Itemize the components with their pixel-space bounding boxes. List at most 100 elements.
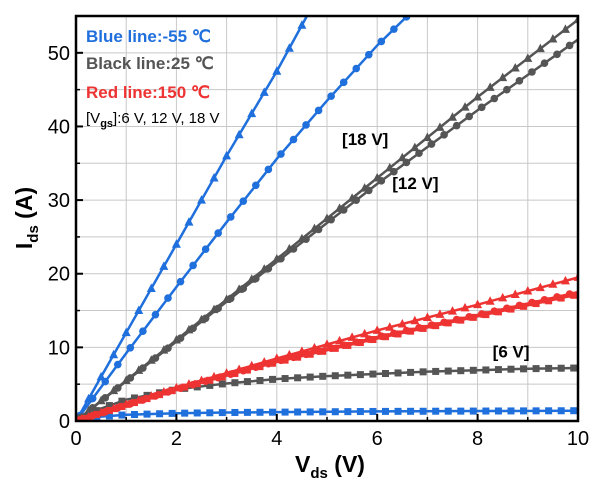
data-point [206, 409, 214, 417]
data-point [277, 254, 285, 263]
data-point [269, 375, 277, 383]
data-point [390, 167, 398, 176]
legend-vgs-suffix: ]:6 V, 12 V, 18 V [113, 110, 219, 127]
data-point [226, 294, 235, 303]
data-point [402, 158, 411, 167]
data-point [394, 369, 402, 377]
data-point [206, 376, 214, 384]
data-point [130, 399, 138, 407]
y-tick-label: 30 [48, 190, 70, 212]
data-point [101, 377, 110, 386]
data-point [507, 305, 515, 313]
data-point [419, 368, 427, 376]
data-point [134, 305, 144, 315]
data-point [109, 349, 119, 359]
data-point [159, 345, 169, 354]
data-point [507, 407, 515, 415]
data-point [528, 68, 536, 76]
data-point [457, 316, 465, 324]
data-point [214, 229, 222, 237]
data-point [302, 235, 310, 244]
data-point [88, 394, 97, 403]
data-point [444, 367, 452, 375]
y-axis-title-sub: ds [25, 225, 42, 243]
data-point [314, 225, 323, 234]
data-point [339, 78, 348, 87]
data-point [469, 366, 477, 374]
data-point [394, 330, 402, 338]
x-axis-title: Vds (V) [295, 451, 365, 482]
data-point [331, 372, 339, 380]
data-point [523, 53, 533, 62]
data-point [181, 409, 189, 417]
data-point [415, 149, 423, 158]
y-axis-title-unit: (A) [11, 187, 37, 225]
x-tick-label: 0 [70, 428, 81, 450]
data-point [209, 173, 219, 182]
data-point [498, 72, 508, 82]
data-point [256, 363, 264, 371]
data-point [164, 294, 172, 302]
data-point [356, 371, 364, 379]
data-point [381, 333, 389, 341]
y-tick-label: 10 [48, 337, 70, 359]
data-point [294, 374, 302, 382]
data-point [319, 408, 327, 416]
data-point [156, 410, 164, 418]
data-point [252, 181, 260, 190]
data-point [339, 206, 348, 214]
data-point [422, 132, 432, 141]
data-point [469, 313, 477, 321]
data-point [184, 217, 194, 226]
data-point [105, 412, 113, 420]
data-point [281, 356, 289, 364]
data-point [130, 410, 138, 418]
data-point [507, 365, 515, 373]
data-point [444, 319, 452, 327]
data-point [435, 309, 445, 318]
data-point [231, 408, 239, 416]
data-point [243, 366, 251, 374]
data-point [347, 332, 357, 341]
data-point [432, 322, 440, 330]
data-point [118, 403, 126, 411]
data-point [297, 20, 307, 29]
x-tick-label: 4 [271, 428, 282, 450]
data-point [277, 150, 285, 158]
data-point [93, 407, 101, 415]
data-point [498, 292, 508, 302]
data-point [168, 387, 176, 395]
x-axis-title-unit: (V) [328, 451, 365, 477]
y-axis-title: Ids (A) [11, 187, 42, 249]
data-point [156, 391, 164, 399]
data-point [352, 196, 361, 204]
data-point [126, 374, 135, 382]
data-point [557, 364, 565, 372]
data-point [510, 289, 520, 298]
data-point [490, 94, 499, 103]
data-point [181, 383, 189, 391]
data-point [314, 106, 323, 115]
data-point [256, 408, 264, 416]
data-point [520, 407, 528, 415]
data-point [545, 407, 553, 415]
data-point [252, 274, 260, 283]
data-point [545, 297, 553, 305]
data-point [269, 359, 277, 367]
data-point [570, 407, 578, 415]
data-point [259, 87, 269, 96]
data-point [231, 379, 239, 387]
data-point [243, 408, 251, 416]
data-point [121, 327, 131, 337]
data-point [394, 407, 402, 415]
data-point [93, 410, 101, 418]
data-point [256, 377, 264, 385]
data-point [520, 365, 528, 373]
data-point [548, 34, 558, 43]
data-point [130, 394, 138, 402]
data-point [176, 277, 185, 286]
data-point [356, 408, 364, 416]
data-point [239, 197, 248, 205]
data-point [306, 350, 314, 358]
data-point [444, 407, 452, 415]
